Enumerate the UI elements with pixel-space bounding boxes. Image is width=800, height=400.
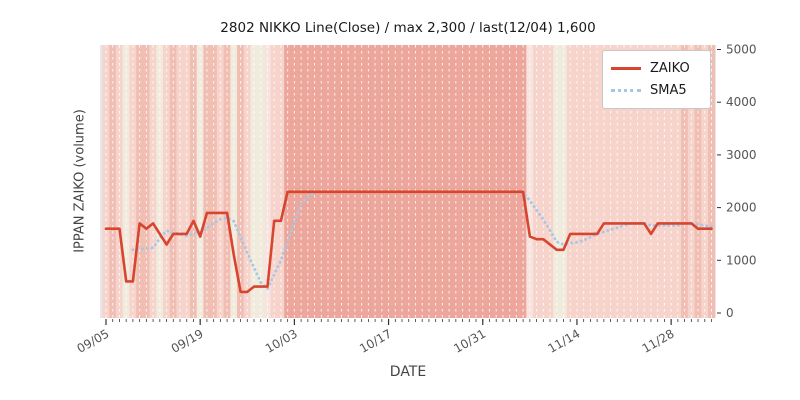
- legend-item-sma5: SMA5: [611, 83, 702, 98]
- chart-title: 2802 NIKKO Line(Close) / max 2,300 / las…: [220, 20, 596, 36]
- x-tick-label: 10/31: [451, 326, 488, 355]
- zaiko-line-swatch-icon: [611, 66, 641, 70]
- x-tick-label: 11/28: [640, 326, 677, 355]
- y-tick-label: 5000: [726, 43, 757, 57]
- x-tick-label: 11/14: [545, 326, 582, 355]
- x-tick-label: 09/05: [75, 326, 112, 355]
- legend: ZAIKO SMA5: [602, 50, 711, 109]
- x-axis-ticks: 09/05 09/19 10/03 10/17 10/31 11/14 11/28: [75, 319, 712, 356]
- legend-label-sma5: SMA5: [650, 83, 687, 99]
- legend-item-zaiko: ZAIKO: [611, 61, 702, 76]
- x-tick-label: 09/19: [169, 326, 206, 355]
- y-tick-label: 0: [726, 306, 734, 320]
- sma5-line-swatch-icon: [611, 89, 641, 93]
- y-tick-label: 1000: [726, 253, 757, 267]
- legend-label-zaiko: ZAIKO: [650, 60, 690, 76]
- y-tick-label: 3000: [726, 148, 757, 162]
- y-axis-label: IPPAN ZAIKO (volume): [72, 109, 88, 253]
- x-tick-label: 10/03: [263, 326, 300, 355]
- x-tick-label: 10/17: [357, 326, 394, 355]
- x-axis-label: DATE: [389, 364, 427, 380]
- y-tick-label: 2000: [726, 201, 757, 215]
- y-tick-label: 4000: [726, 95, 757, 109]
